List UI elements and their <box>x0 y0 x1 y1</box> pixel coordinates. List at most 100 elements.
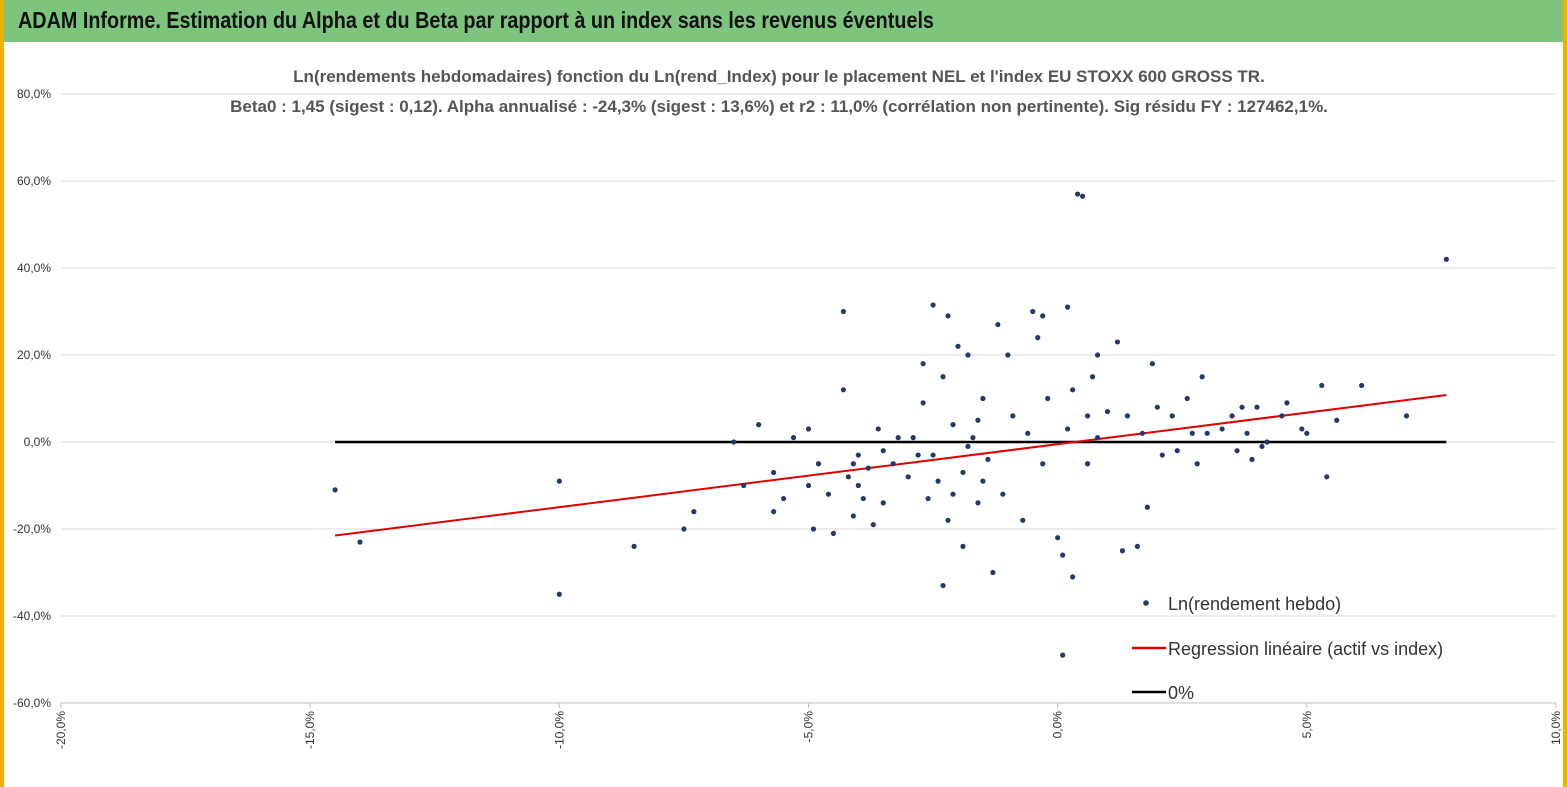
scatter-point <box>1229 413 1235 419</box>
scatter-point <box>1403 413 1410 419</box>
scatter-point <box>1079 193 1086 199</box>
scatter-point <box>950 422 956 428</box>
scatter-point <box>815 461 822 467</box>
scatter-point <box>975 500 981 506</box>
axes: -60,0% -40,0% -20,0% 0,0% 20,0% 40,0% 60,0% 80,… <box>13 87 1563 749</box>
scatter-point <box>870 522 876 528</box>
scatter-point <box>771 509 777 515</box>
x-tick-label: -15,0% <box>303 711 317 749</box>
scatter-point <box>955 343 961 349</box>
chart-legend: Ln(rendement hebdo) Regression linéaire (… <box>1132 594 1443 703</box>
legend-label: Ln(rendement hebdo) <box>1168 594 1341 614</box>
regression-line <box>334 394 1447 537</box>
scatter-point <box>1055 535 1061 541</box>
legend-label: 0% <box>1168 683 1194 703</box>
scatter-point <box>920 361 926 367</box>
scatter-point <box>1070 387 1076 393</box>
scatter-point <box>1184 395 1190 402</box>
chart-subtitle: Beta0 : 1,45 (sigest : 0,12). Alpha annu… <box>230 97 1328 116</box>
scatter-point <box>975 417 981 423</box>
scatter-point <box>895 435 901 441</box>
scatter-point <box>840 387 846 393</box>
scatter-point <box>1040 313 1046 319</box>
x-tick-label: -10,0% <box>552 711 566 749</box>
scatter-point <box>1324 474 1330 480</box>
scatter-point <box>1030 308 1036 315</box>
scatter-point <box>1219 426 1225 432</box>
scatter-point <box>1259 443 1265 449</box>
scatter-point <box>930 452 936 458</box>
scatter-point <box>631 543 637 549</box>
scatter-point <box>855 482 861 489</box>
x-tick-label: 5,0% <box>1300 711 1314 739</box>
scatter-point <box>925 495 931 502</box>
scatter-point <box>855 452 861 458</box>
scatter-point <box>1254 404 1260 410</box>
scatter-point <box>1114 339 1121 345</box>
scatter-point <box>1089 374 1096 380</box>
scatter-point <box>1025 430 1031 436</box>
scatter-point <box>920 400 926 406</box>
report-banner: ADAM Informe. Estimation du Alpha et du … <box>0 0 1567 42</box>
x-tick-label: -20,0% <box>54 711 68 749</box>
scatter-point <box>1094 435 1101 441</box>
chart-title: Ln(rendements hebdomadaires) fonction du… <box>293 67 1265 86</box>
scatter-point <box>940 582 946 589</box>
scatter-point <box>1084 413 1091 419</box>
scatter-point <box>845 474 851 480</box>
scatter-point <box>1134 543 1140 549</box>
scatter-point <box>1159 452 1165 458</box>
scatter-point <box>965 352 971 358</box>
scatter-point <box>1060 652 1066 658</box>
scatter-point <box>935 478 941 484</box>
y-tick-label: -20,0% <box>13 522 51 536</box>
scatter-point <box>1010 413 1016 419</box>
scatter-point <box>840 308 846 315</box>
legend-label: Regression linéaire (actif vs index) <box>1168 639 1443 659</box>
scatter-point <box>810 526 817 532</box>
scatter-point <box>865 465 871 471</box>
scatter-point <box>1264 439 1270 445</box>
scatter-point <box>1199 374 1205 380</box>
scatter-point <box>790 435 797 441</box>
scatter-points <box>332 191 1449 658</box>
scatter-point <box>1005 352 1011 358</box>
scatter-point <box>910 435 916 441</box>
gridlines <box>61 93 1556 704</box>
scatter-point <box>1035 335 1041 341</box>
scatter-point <box>965 443 971 449</box>
scatter-point <box>1299 426 1305 432</box>
scatter-point <box>1124 413 1131 419</box>
scatter-point <box>780 495 787 502</box>
scatter-point <box>880 448 886 454</box>
scatter-point <box>1020 517 1026 523</box>
y-tick-label: 20,0% <box>17 348 51 362</box>
scatter-point <box>1060 552 1066 558</box>
scatter-point <box>357 539 363 545</box>
scatter-point <box>970 435 976 441</box>
scatter-point <box>1204 430 1210 436</box>
scatter-point <box>805 482 812 489</box>
scatter-point <box>1189 430 1195 436</box>
scatter-point <box>805 426 812 432</box>
scatter-point <box>1070 574 1076 580</box>
scatter-point <box>771 469 777 476</box>
scatter-point <box>1149 361 1155 367</box>
scatter-point <box>960 543 966 549</box>
scatter-point <box>1279 413 1285 419</box>
scatter-point <box>741 482 747 489</box>
y-tick-label: 40,0% <box>17 261 51 275</box>
scatter-point <box>860 495 866 502</box>
scatter-point <box>890 461 896 467</box>
scatter-point <box>1194 461 1200 467</box>
scatter-point <box>1154 404 1160 410</box>
report-title: ADAM Informe. Estimation du Alpha et du … <box>18 7 934 33</box>
y-tick-label: 80,0% <box>17 87 51 101</box>
scatter-point <box>1065 426 1071 432</box>
scatter-point <box>940 374 946 380</box>
scatter-point <box>556 591 562 597</box>
scatter-point <box>875 426 881 432</box>
x-tick-label: -5,0% <box>802 711 816 743</box>
scatter-point <box>825 491 832 497</box>
scatter-point <box>1084 461 1091 467</box>
